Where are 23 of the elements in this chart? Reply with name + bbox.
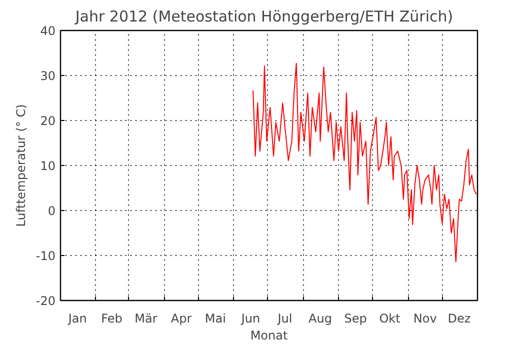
x-tick-label: Mai [204, 312, 226, 326]
line-series [252, 62, 477, 262]
x-tick-label: Okt [379, 312, 401, 326]
x-tick-label: Jul [276, 312, 292, 326]
y-tick-label: 10 [40, 159, 56, 173]
x-tick-label: Dez [448, 312, 471, 326]
x-tick-label: Aug [308, 312, 332, 326]
x-tick-label: Mär [134, 312, 158, 326]
x-tick-label: Nov [413, 312, 437, 326]
y-tick-label: -10 [36, 249, 56, 263]
x-axis-title: Monat [250, 328, 288, 342]
y-tick-label: 20 [40, 114, 56, 128]
chart-title: Jahr 2012 (Meteostation Hönggerberg/ETH Zürich) [74, 8, 454, 26]
x-tick-label: Jan [67, 312, 87, 326]
y-tick-label: -20 [36, 294, 56, 308]
x-tick-label: Apr [170, 312, 192, 326]
y-tick-label: 40 [40, 24, 56, 38]
y-axis-title: Lufttemperatur (° C) [14, 104, 28, 227]
x-tick-label: Sep [344, 312, 367, 326]
y-tick-label: 30 [40, 69, 56, 83]
x-tick-label: Jun [240, 312, 260, 326]
x-tick-label: Feb [101, 312, 122, 326]
y-tick-label: 0 [48, 204, 56, 218]
